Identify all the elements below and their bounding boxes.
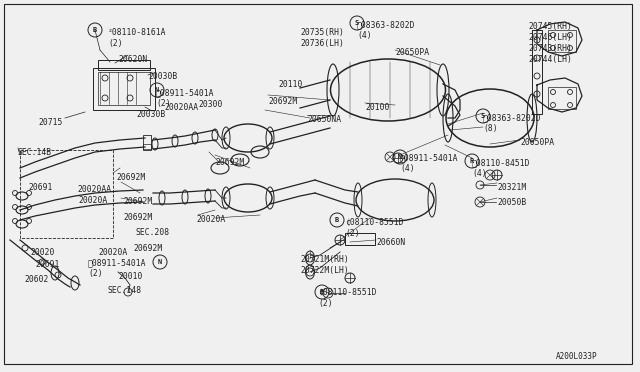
Bar	[143, 135, 151, 150]
Text: ²08110-8161A
(2): ²08110-8161A (2)	[108, 28, 166, 48]
Bar	[143, 144, 151, 149]
Text: Ⓜ08363-8202D
(8): Ⓜ08363-8202D (8)	[483, 113, 541, 133]
Text: B: B	[93, 27, 97, 33]
Text: 20692M: 20692M	[123, 197, 152, 206]
Text: ⓝ08911-5401A
(2): ⓝ08911-5401A (2)	[156, 88, 214, 108]
Text: B: B	[335, 217, 339, 223]
Text: 20691: 20691	[28, 183, 52, 192]
Text: 20020AA: 20020AA	[77, 185, 111, 194]
Text: 20692M: 20692M	[116, 173, 145, 182]
Text: 20010: 20010	[118, 272, 142, 281]
Text: 20020A: 20020A	[78, 196, 108, 205]
Text: SEC.148: SEC.148	[108, 286, 142, 295]
Text: R: R	[470, 158, 474, 164]
Text: 20020: 20020	[30, 248, 54, 257]
Text: S: S	[355, 20, 359, 26]
Text: 20691: 20691	[35, 260, 60, 269]
Text: 20715: 20715	[38, 118, 62, 127]
Text: 20300: 20300	[198, 100, 222, 109]
Text: ⓝ08911-5401A
(4): ⓝ08911-5401A (4)	[400, 153, 458, 173]
Text: 20050B: 20050B	[497, 198, 526, 207]
Bar	[20, 150, 113, 238]
Text: 20692M: 20692M	[133, 244, 163, 253]
Bar	[345, 233, 375, 245]
Text: 20721M(RH)
20722M(LH): 20721M(RH) 20722M(LH)	[300, 255, 349, 275]
Text: Ⓛ08110-8451D
(4): Ⓛ08110-8451D (4)	[472, 158, 531, 178]
Bar	[548, 87, 576, 109]
Bar	[93, 68, 155, 110]
Text: SEC.14B: SEC.14B	[18, 148, 52, 157]
Text: B: B	[320, 289, 324, 295]
Text: 20650PA: 20650PA	[395, 48, 429, 57]
Text: 20020A: 20020A	[98, 248, 127, 257]
Text: Ⓜ08363-8202D
(4): Ⓜ08363-8202D (4)	[357, 20, 415, 40]
Text: 20020AA: 20020AA	[164, 103, 198, 112]
Text: ⓝ08911-5401A
(2): ⓝ08911-5401A (2)	[88, 258, 147, 278]
Text: ¢08110-8551D
(2): ¢08110-8551D (2)	[318, 288, 376, 308]
Text: 20660N: 20660N	[376, 238, 405, 247]
Text: 20650NA: 20650NA	[307, 115, 341, 124]
Text: 20735(RH)
20736(LH): 20735(RH) 20736(LH)	[300, 28, 344, 48]
Text: 20020A: 20020A	[196, 215, 225, 224]
Text: ¢08110-8551D
(2): ¢08110-8551D (2)	[345, 218, 403, 238]
Text: 20620N: 20620N	[118, 55, 147, 64]
Text: S: S	[481, 113, 485, 119]
Text: 20650PA: 20650PA	[520, 138, 554, 147]
Bar	[532, 30, 542, 114]
Text: N: N	[155, 87, 159, 93]
Text: SEC.208: SEC.208	[135, 228, 169, 237]
Bar	[548, 30, 576, 52]
Text: 20692M: 20692M	[268, 97, 297, 106]
Text: 20745(RH)
20746(LH)
20743(RH)
20744(LH): 20745(RH) 20746(LH) 20743(RH) 20744(LH)	[528, 22, 572, 64]
Text: 20030B: 20030B	[148, 72, 177, 81]
Bar	[98, 60, 150, 70]
Text: 20692M: 20692M	[215, 158, 244, 167]
Bar	[98, 72, 150, 105]
Text: 20100: 20100	[365, 103, 389, 112]
Text: 20602: 20602	[24, 275, 49, 284]
Text: N: N	[158, 259, 162, 265]
Text: 20692M: 20692M	[123, 213, 152, 222]
Text: N: N	[398, 154, 402, 160]
Text: 20321M: 20321M	[497, 183, 526, 192]
Text: A200L033P: A200L033P	[556, 352, 598, 361]
Text: 20030B: 20030B	[136, 110, 165, 119]
Text: 20110: 20110	[278, 80, 302, 89]
